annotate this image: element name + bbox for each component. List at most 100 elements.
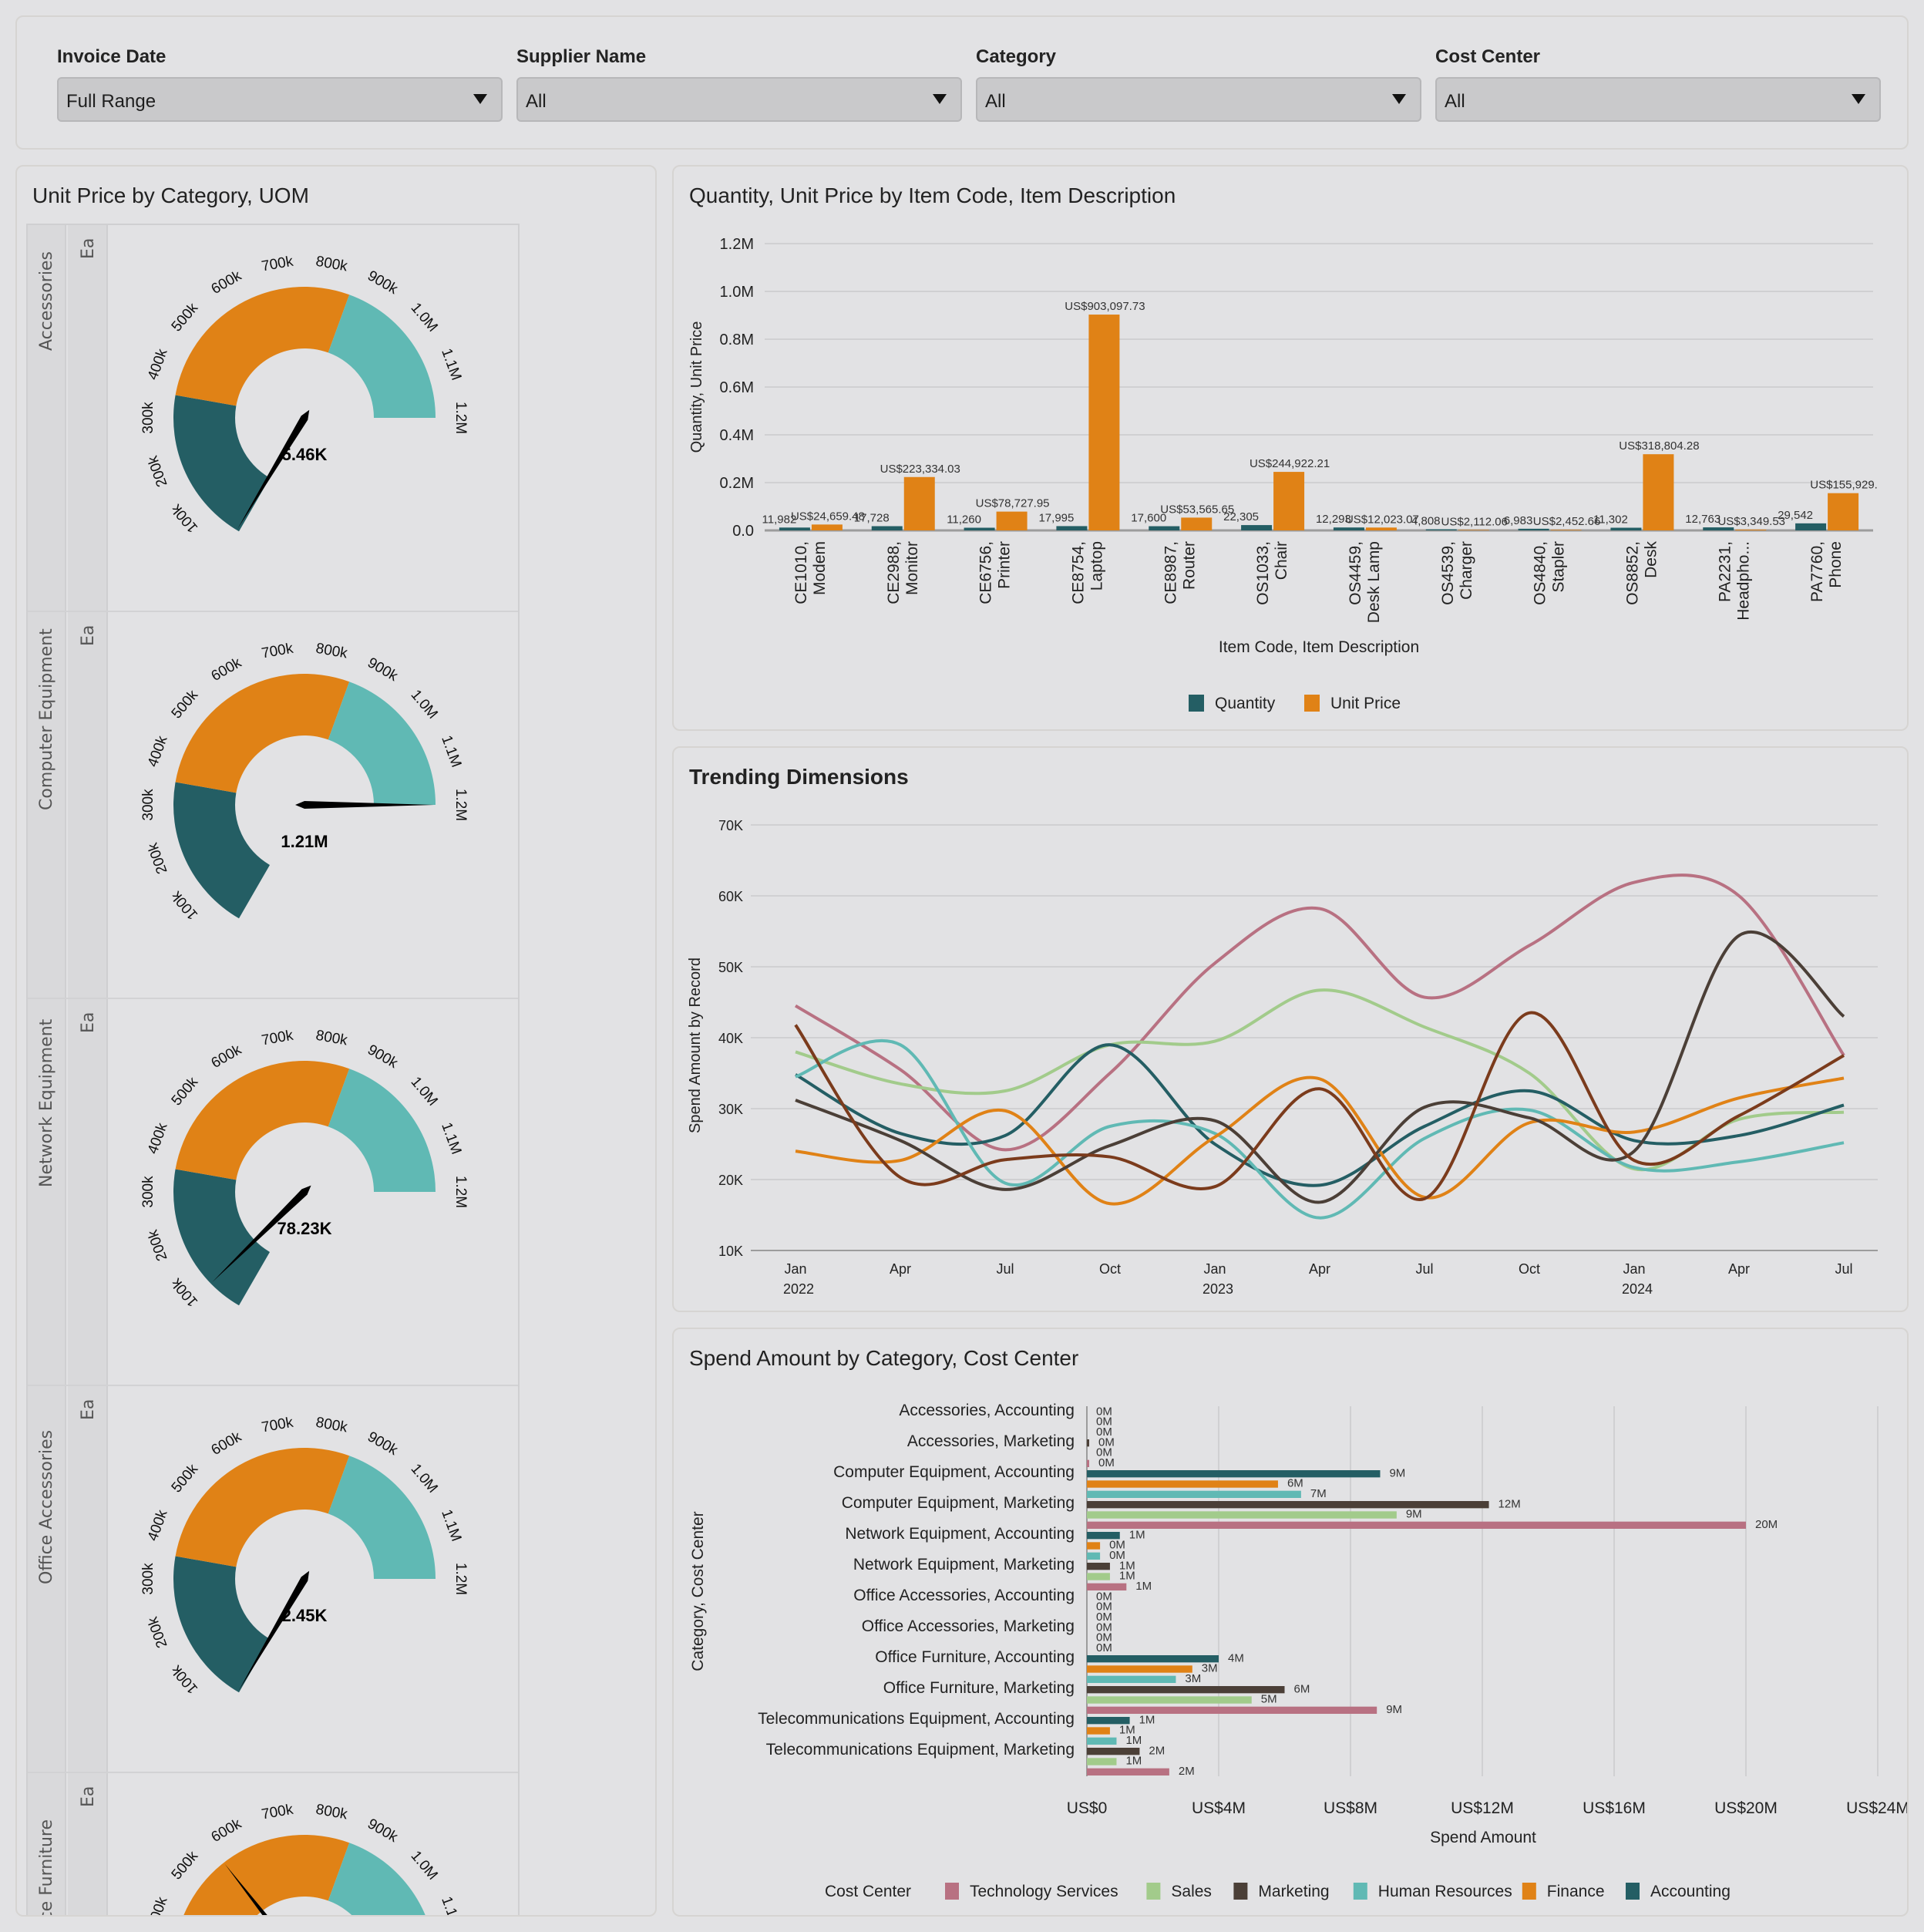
category-label: Office Accessories, Accounting (853, 1587, 1075, 1604)
category-label: Network Equipment (37, 1018, 56, 1187)
y-tick-label: 60K (718, 889, 743, 904)
x-tick-label: US$0 (1067, 1799, 1108, 1817)
gauge-tick-label: 1.1M (438, 1894, 464, 1917)
gauge-tick-label: 1.2M (452, 402, 469, 434)
legend-label: Unit Price (1330, 695, 1401, 712)
category-label: Office Furniture, Accounting (875, 1648, 1075, 1666)
bar-marketing (1087, 1501, 1489, 1509)
quantity-unit-price-panel: Quantity, Unit Price by Item Code, Item … (672, 165, 1909, 731)
category-select[interactable]: All (976, 77, 1421, 122)
data-label: 1M (1139, 1713, 1155, 1726)
data-label: US$12,023.07 (1345, 513, 1419, 526)
gauge-tick-label: 1.2M (452, 1563, 469, 1595)
data-label: 29,542 (1778, 509, 1813, 522)
x-tick-label: PA7760, Phone (1808, 541, 1845, 602)
series-line-series-7 (794, 1011, 1845, 1201)
uom-cell: Ea (68, 1386, 108, 1772)
x-tick-line: Router (1180, 541, 1198, 590)
gauge-band (328, 1456, 436, 1579)
data-label: 2M (1149, 1744, 1165, 1757)
filter-bar: Invoice Date Full Range Supplier Name Al… (15, 15, 1909, 150)
data-label: 0M (1096, 1590, 1112, 1603)
gauge-tick-label: 300k (140, 1563, 156, 1595)
y-tick-label: 0.2M (720, 475, 754, 492)
bar-finance (1087, 1665, 1192, 1673)
bar-unit-price (1181, 517, 1213, 530)
bar-human-resources (1087, 1490, 1301, 1498)
legend-swatch (1626, 1883, 1640, 1900)
data-label: 1M (1119, 1570, 1135, 1583)
x-tick-label: CE1010, Modem (792, 541, 829, 604)
bar-human-resources (1087, 1675, 1176, 1683)
bar-quantity (1333, 527, 1364, 530)
gauge-row: Office Accessories Ea 100k 200k 300k 400k 500k… (28, 1386, 518, 1773)
gauge-row: Accessories Ea 100k 200k 300k 400k 500k 600k 700… (28, 225, 518, 612)
bar-unit-price (903, 476, 935, 530)
data-label: 9M (1386, 1703, 1402, 1716)
y-tick-label: 50K (718, 960, 743, 975)
data-label: 12,763 (1685, 513, 1720, 526)
bar-unit-price (1365, 527, 1397, 530)
category-label: Network Equipment, Accounting (845, 1525, 1075, 1543)
data-label: 17,600 (1131, 512, 1166, 525)
data-label: 0M (1096, 1600, 1112, 1614)
gauge-tick-label: 400k (145, 1120, 171, 1156)
x-tick-label: Apr (1309, 1261, 1330, 1277)
x-tick-label: Oct (1099, 1261, 1121, 1277)
bar-technology-services (1087, 1706, 1377, 1714)
select-value: Full Range (66, 91, 156, 112)
gauge-tick-label: 400k (145, 1507, 171, 1543)
cost-center-select[interactable]: All (1435, 77, 1881, 122)
gauge-needle (295, 801, 434, 809)
x-tick-line: Stapler (1550, 541, 1568, 593)
category-label: Accessories, Accounting (899, 1402, 1075, 1419)
legend-swatch (1522, 1883, 1536, 1900)
data-label: 4M (1228, 1651, 1244, 1664)
gauge-tick-label: 300k (140, 1176, 156, 1208)
filter-label: Category (976, 46, 1057, 67)
data-label: 0M (1109, 1539, 1125, 1552)
bar-human-resources (1087, 1552, 1101, 1560)
data-label: 7M (1310, 1487, 1327, 1500)
gauge-value-label: 78.23K (278, 1219, 332, 1238)
gauge-tick-label: 800k (314, 1028, 349, 1049)
gauge-band (183, 1835, 350, 1915)
y-tick-label: 0.8M (720, 332, 754, 348)
panel-title: Quantity, Unit Price by Item Code, Item … (689, 183, 1176, 207)
y-tick-label: 0.6M (720, 379, 754, 396)
data-label: 12M (1498, 1497, 1521, 1510)
x-tick-line: Desk Lamp (1365, 541, 1383, 623)
filter-supplier-name: Supplier Name All (516, 46, 962, 122)
legend-label: Finance (1547, 1883, 1605, 1900)
gauge-tick-label: 1.0M (407, 1461, 440, 1496)
gauge-band (175, 674, 350, 793)
supplier-name-select[interactable]: All (516, 77, 962, 122)
category-label: Computer Equipment (37, 628, 56, 810)
data-label: US$24,659.48 (791, 510, 865, 523)
data-label: 1M (1135, 1580, 1152, 1593)
data-label: US$2,452.66 (1533, 515, 1601, 528)
x-tick-line: CE6756, (977, 541, 995, 604)
gauge-band (173, 1556, 270, 1693)
data-label: 9M (1389, 1466, 1405, 1479)
filter-label: Cost Center (1435, 46, 1541, 67)
gauge-needle (238, 1570, 310, 1691)
category-label: Network Equipment, Marketing (853, 1556, 1075, 1574)
gauge-tick-label: 100k (168, 1274, 201, 1309)
data-label: 1M (1125, 1734, 1142, 1747)
bar-accounting (1087, 1655, 1219, 1663)
gauge-tick-label: 600k (209, 1042, 245, 1072)
x-tick-label: PA2231, Headpho... (1716, 541, 1752, 621)
data-label: US$155,929. (1810, 479, 1878, 492)
gauge-tick-label: 500k (169, 1848, 202, 1883)
category-label: Accessories (37, 251, 56, 351)
invoice-date-select[interactable]: Full Range (57, 77, 503, 122)
bar-sales (1087, 1573, 1110, 1580)
x-axis-title: Spend Amount (1430, 1829, 1536, 1846)
gauge-band (173, 782, 270, 919)
gauge-tick-label: 500k (169, 1074, 202, 1109)
data-label: US$903,097.73 (1065, 300, 1145, 313)
filter-label: Invoice Date (57, 46, 166, 67)
legend-title: Cost Center (825, 1883, 911, 1900)
